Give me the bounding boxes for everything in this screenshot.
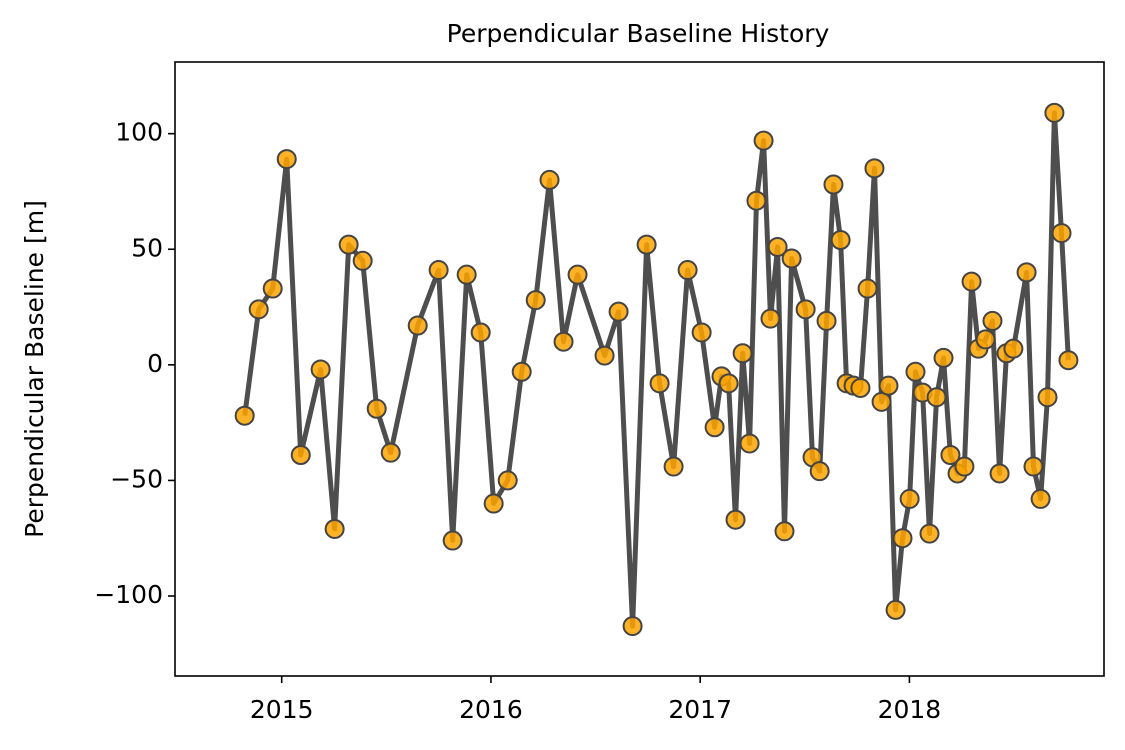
data-point	[899, 488, 920, 509]
data-point	[892, 528, 913, 549]
series-line	[242, 110, 1071, 629]
y-tick-label: −100	[94, 580, 163, 609]
data-point	[1051, 223, 1072, 244]
data-point	[691, 322, 712, 343]
data-point	[470, 322, 491, 343]
x-tick-label: 2018	[878, 695, 942, 724]
data-point	[290, 444, 311, 465]
data-point	[732, 343, 753, 364]
data-point	[594, 345, 615, 366]
data-point	[704, 417, 725, 438]
data-point	[926, 387, 947, 408]
data-point	[442, 530, 463, 551]
data-point	[1023, 456, 1044, 477]
data-point	[857, 278, 878, 299]
data-point	[622, 616, 643, 637]
y-tick-label: 50	[131, 233, 163, 262]
x-tick-label: 2017	[668, 695, 732, 724]
data-point	[525, 290, 546, 311]
data-point	[407, 315, 428, 336]
data-point	[718, 373, 739, 394]
data-point	[767, 236, 788, 257]
data-point	[248, 299, 269, 320]
data-point	[497, 470, 518, 491]
data-point	[677, 260, 698, 281]
data-point	[864, 158, 885, 179]
data-point	[366, 398, 387, 419]
data-point	[1037, 387, 1058, 408]
x-tick-label: 2016	[459, 695, 523, 724]
data-point	[338, 234, 359, 255]
data-point	[276, 149, 297, 170]
data-point	[324, 518, 345, 539]
y-axis-label: Perpendicular Baseline [m]	[20, 200, 49, 538]
data-point	[919, 523, 940, 544]
data-point	[1030, 488, 1051, 509]
data-point	[795, 299, 816, 320]
data-point	[940, 444, 961, 465]
data-point	[823, 174, 844, 195]
data-point	[739, 433, 760, 454]
data-point	[380, 442, 401, 463]
data-point	[539, 169, 560, 190]
data-point	[850, 377, 871, 398]
data-point	[1016, 262, 1037, 283]
data-point	[1044, 102, 1065, 123]
data-point	[878, 375, 899, 396]
data-point	[989, 463, 1010, 484]
data-point	[663, 456, 684, 477]
data-point	[636, 234, 657, 255]
data-point	[1058, 350, 1079, 371]
data-point	[816, 310, 837, 331]
y-tick-label: 0	[147, 349, 163, 378]
data-point	[830, 230, 851, 251]
data-point	[809, 461, 830, 482]
data-point	[456, 264, 477, 285]
data-point	[933, 347, 954, 368]
data-point	[310, 359, 331, 380]
data-point	[553, 331, 574, 352]
y-tick-label: 100	[115, 118, 163, 147]
plot-frame	[174, 61, 1105, 677]
data-point	[760, 308, 781, 329]
data-point	[982, 310, 1003, 331]
data-point	[1003, 338, 1024, 359]
data-point	[954, 456, 975, 477]
y-tick-label: −50	[110, 464, 163, 493]
data-point	[961, 271, 982, 292]
data-point	[567, 264, 588, 285]
data-point	[905, 361, 926, 382]
data-point	[774, 521, 795, 542]
data-point	[753, 130, 774, 151]
x-tick-label: 2015	[250, 695, 314, 724]
data-point	[608, 301, 629, 322]
data-point	[649, 373, 670, 394]
data-point	[262, 278, 283, 299]
data-point	[483, 493, 504, 514]
data-point	[781, 248, 802, 269]
chart-title: Perpendicular Baseline History	[447, 19, 830, 48]
data-point	[885, 599, 906, 620]
data-point	[746, 190, 767, 211]
data-point	[352, 250, 373, 271]
data-point	[234, 405, 255, 426]
data-point	[975, 329, 996, 350]
data-point	[428, 260, 449, 281]
data-point	[725, 509, 746, 530]
data-point	[511, 361, 532, 382]
